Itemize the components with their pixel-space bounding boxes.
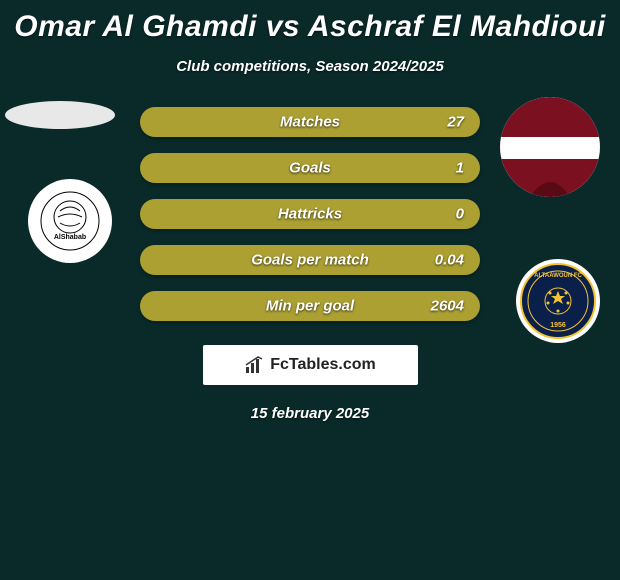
left-club-logo: AlShabab	[28, 179, 112, 263]
stat-row-gpm: Goals per match 0.04	[140, 245, 480, 275]
left-club-label: AlShabab	[54, 234, 86, 241]
stat-value-right: 0	[456, 206, 464, 223]
svg-text:ALTAAWOUN FC: ALTAAWOUN FC	[534, 273, 582, 279]
stat-value-right: 0.04	[435, 252, 464, 269]
stat-label: Goals per match	[251, 252, 369, 269]
stat-label: Hattricks	[278, 206, 342, 223]
stat-row-goals: Goals 1	[140, 153, 480, 183]
right-club-year: 1956	[550, 322, 566, 329]
stat-label: Min per goal	[266, 298, 354, 315]
stat-bars: Matches 27 Goals 1 Hattricks 0 Goals per…	[140, 107, 480, 337]
comparison-chart: AlShabab ALTAAWOUN FC	[0, 107, 620, 337]
stat-row-matches: Matches 27	[140, 107, 480, 137]
stat-row-mpg: Min per goal 2604	[140, 291, 480, 321]
stat-label: Matches	[280, 114, 340, 131]
right-club-logo: ALTAAWOUN FC 1956	[516, 259, 600, 343]
stat-label: Goals	[289, 160, 331, 177]
stat-value-right: 1	[456, 160, 464, 177]
date-label: 15 february 2025	[0, 405, 620, 422]
left-player-avatar	[5, 101, 115, 129]
page-title: Omar Al Ghamdi vs Aschraf El Mahdioui	[0, 0, 620, 44]
stat-value-right: 2604	[431, 298, 464, 315]
stat-value-right: 27	[447, 114, 464, 131]
branding-box: FcTables.com	[203, 345, 418, 385]
stat-row-hattricks: Hattricks 0	[140, 199, 480, 229]
chart-icon	[244, 355, 264, 375]
right-player-avatar	[500, 97, 600, 197]
branding-text: FcTables.com	[270, 356, 376, 374]
page-subtitle: Club competitions, Season 2024/2025	[0, 58, 620, 75]
left-club-logo-inner: AlShabab	[35, 186, 105, 256]
